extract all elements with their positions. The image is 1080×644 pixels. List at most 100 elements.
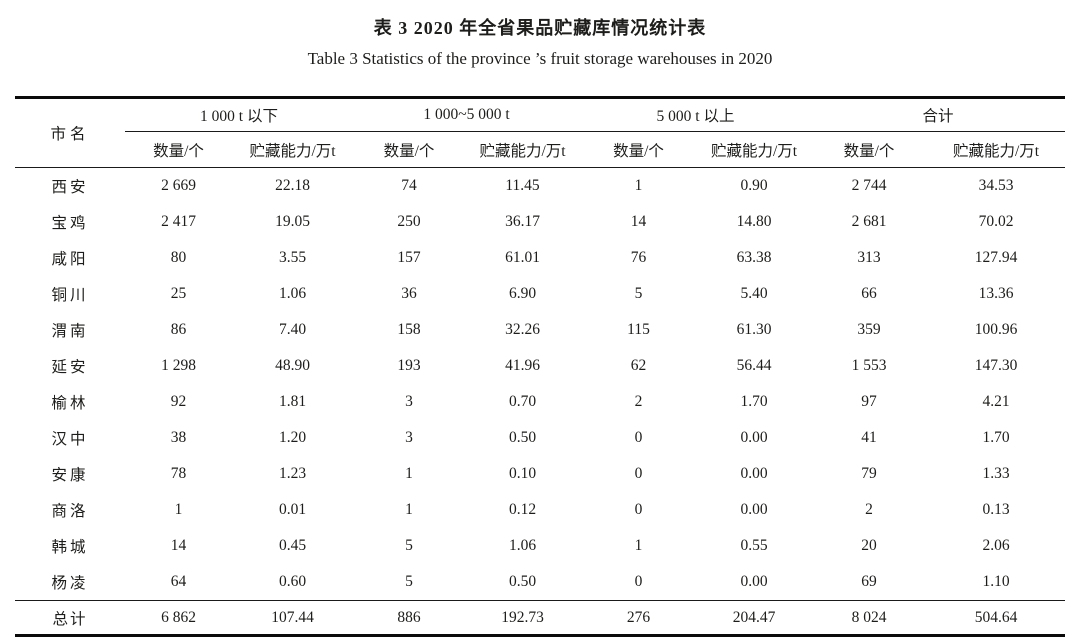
value-cell: 14.80 bbox=[736, 213, 772, 230]
value-cell: 5 bbox=[405, 537, 413, 554]
value-cell: 4.21 bbox=[982, 393, 1010, 410]
value-cell: 0.12 bbox=[508, 501, 537, 518]
total-value-cell: 6 862 bbox=[125, 600, 232, 636]
value-cell: 56.44 bbox=[736, 357, 772, 374]
total-value-cell: 204.47 bbox=[697, 600, 812, 636]
col-group-over-5000t: 5 000 t 以上 bbox=[580, 97, 812, 132]
value-cell: 62 bbox=[630, 357, 647, 374]
value-cell: 1.81 bbox=[278, 393, 307, 410]
statistics-table: 市名 1 000 t 以下 1 000~5 000 t 5 000 t 以上 合… bbox=[15, 96, 1066, 637]
table-row: 汉中 38 1.20 3 0.50 0 0.00 41 1.70 bbox=[15, 420, 1065, 456]
value-cell: 2 417 bbox=[161, 213, 196, 230]
value-cell: 48.90 bbox=[275, 357, 310, 374]
table-row: 宝鸡 2 417 19.05 250 36.17 14 14.80 2 681 … bbox=[15, 204, 1065, 240]
col-group-total: 合计 bbox=[811, 97, 1066, 132]
value-cell: 0 bbox=[634, 429, 643, 446]
value-cell: 100.96 bbox=[974, 321, 1018, 338]
city-cell: 榆林 bbox=[51, 395, 89, 412]
value-cell: 1.23 bbox=[278, 465, 307, 482]
total-value-cell: 276 bbox=[580, 600, 698, 636]
city-cell: 汉中 bbox=[51, 431, 89, 448]
value-cell: 115 bbox=[627, 321, 650, 338]
value-cell: 14 bbox=[170, 537, 187, 554]
total-value-cell: 886 bbox=[353, 600, 465, 636]
value-cell: 147.30 bbox=[974, 357, 1018, 374]
total-value-cell: 192.73 bbox=[465, 600, 581, 636]
value-cell: 5 bbox=[405, 573, 413, 590]
col-subheader-capacity: 贮藏能力/万t bbox=[927, 131, 1066, 168]
value-cell: 313 bbox=[857, 249, 881, 266]
value-cell: 3 bbox=[405, 429, 413, 446]
value-cell: 34.53 bbox=[978, 177, 1014, 194]
table-row: 韩城 14 0.45 5 1.06 1 0.55 20 2.06 bbox=[15, 528, 1065, 564]
city-cell: 渭南 bbox=[51, 323, 89, 340]
col-group-under-1000t: 1 000 t 以下 bbox=[125, 97, 353, 132]
value-cell: 66 bbox=[861, 285, 877, 302]
value-cell: 5.40 bbox=[740, 285, 768, 302]
value-cell: 36 bbox=[401, 285, 417, 302]
value-cell: 36.17 bbox=[505, 213, 540, 230]
table-row: 西安 2 669 22.18 74 11.45 1 0.90 2 744 34.… bbox=[15, 168, 1065, 205]
value-cell: 1 bbox=[405, 465, 413, 482]
value-cell: 0.13 bbox=[982, 501, 1010, 518]
value-cell: 0.45 bbox=[278, 537, 307, 554]
table-row: 商洛 1 0.01 1 0.12 0 0.00 2 0.13 bbox=[15, 492, 1065, 528]
value-cell: 61.01 bbox=[505, 249, 540, 266]
value-cell: 0.10 bbox=[508, 465, 537, 482]
total-row: 总计 6 862 107.44 886 192.73 276 204.47 8 … bbox=[15, 600, 1066, 636]
value-cell: 127.94 bbox=[974, 249, 1018, 266]
total-value-cell: 8 024 bbox=[811, 600, 928, 636]
value-cell: 79 bbox=[861, 465, 877, 482]
value-cell: 2 bbox=[865, 501, 873, 518]
value-cell: 22.18 bbox=[275, 177, 310, 194]
value-cell: 41.96 bbox=[505, 357, 540, 374]
table-row: 渭南 86 7.40 158 32.26 115 61.30 359 100.9… bbox=[15, 312, 1065, 348]
value-cell: 0.50 bbox=[508, 573, 537, 590]
value-cell: 76 bbox=[630, 249, 647, 266]
value-cell: 80 bbox=[170, 249, 187, 266]
city-cell: 咸阳 bbox=[51, 251, 89, 268]
value-cell: 3 bbox=[405, 393, 413, 410]
value-cell: 0.00 bbox=[740, 573, 768, 590]
table-row: 榆林 92 1.81 3 0.70 2 1.70 97 4.21 bbox=[15, 384, 1065, 420]
col-subheader-quantity: 数量/个 bbox=[125, 131, 232, 168]
value-cell: 1.20 bbox=[278, 429, 307, 446]
value-cell: 3.55 bbox=[278, 249, 307, 266]
value-cell: 0 bbox=[634, 573, 643, 590]
value-cell: 250 bbox=[397, 213, 421, 230]
value-cell: 1.70 bbox=[982, 429, 1010, 446]
value-cell: 1.10 bbox=[982, 573, 1010, 590]
table-caption-cn: 表 3 2020 年全省果品贮藏库情况统计表 bbox=[373, 18, 707, 38]
value-cell: 64 bbox=[170, 573, 187, 590]
value-cell: 74 bbox=[401, 177, 417, 194]
value-cell: 14 bbox=[630, 213, 647, 230]
value-cell: 19.05 bbox=[275, 213, 310, 230]
table-caption-en: Table 3 Statistics of the province ’s fr… bbox=[307, 49, 773, 68]
value-cell: 0.60 bbox=[278, 573, 307, 590]
value-cell: 69 bbox=[861, 573, 877, 590]
col-header-city: 市名 bbox=[15, 97, 125, 168]
value-cell: 7.40 bbox=[278, 321, 307, 338]
value-cell: 78 bbox=[170, 465, 187, 482]
city-cell: 铜川 bbox=[51, 287, 89, 304]
city-cell: 杨凌 bbox=[51, 575, 89, 592]
value-cell: 1.33 bbox=[982, 465, 1010, 482]
value-cell: 61.30 bbox=[736, 321, 772, 338]
table-row: 铜川 25 1.06 36 6.90 5 5.40 66 13.36 bbox=[15, 276, 1065, 312]
value-cell: 70.02 bbox=[978, 213, 1014, 230]
value-cell: 1 bbox=[174, 501, 183, 518]
value-cell: 0.00 bbox=[740, 465, 768, 482]
value-cell: 158 bbox=[397, 321, 421, 338]
value-cell: 0.00 bbox=[740, 429, 768, 446]
value-cell: 5 bbox=[634, 285, 643, 302]
value-cell: 1.70 bbox=[740, 393, 768, 410]
city-cell: 安康 bbox=[51, 467, 89, 484]
value-cell: 6.90 bbox=[508, 285, 537, 302]
table-row: 安康 78 1.23 1 0.10 0 0.00 79 1.33 bbox=[15, 456, 1065, 492]
value-cell: 1 bbox=[405, 501, 413, 518]
value-cell: 20 bbox=[861, 537, 877, 554]
col-group-1000-to-5000t: 1 000~5 000 t bbox=[353, 97, 581, 132]
city-cell: 西安 bbox=[51, 179, 89, 196]
value-cell: 1.06 bbox=[278, 285, 307, 302]
